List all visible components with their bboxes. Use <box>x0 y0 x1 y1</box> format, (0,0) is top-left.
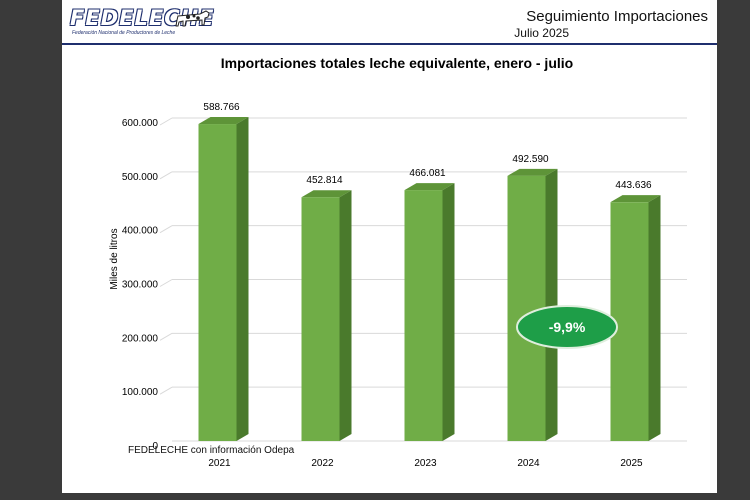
header-divider <box>62 43 717 45</box>
bar-side <box>648 195 661 441</box>
bars <box>198 117 661 441</box>
fedeleche-logo: FEDELECHE Federación Nacional de Product… <box>70 6 214 38</box>
y-tick-label: 400.000 <box>122 226 159 237</box>
y-tick-label: 500.000 <box>122 172 159 183</box>
gridline-depth <box>159 171 173 180</box>
x-tick-label: 2021 <box>208 458 231 469</box>
y-tick-label: 300.000 <box>122 280 159 291</box>
bar-front <box>301 197 340 441</box>
header-subtitle: Julio 2025 <box>514 26 569 40</box>
x-axis-ticks: 2021 2022 2023 2024 2025 <box>208 458 643 469</box>
y-tick-label: 0 <box>152 441 158 452</box>
bar-chart: Importaciones totales leche equivalente,… <box>109 55 687 469</box>
bar-2025 <box>610 195 661 441</box>
slide: FEDELECHE Federación Nacional de Product… <box>62 0 717 493</box>
bar-side <box>545 168 558 441</box>
gridline-depth <box>159 225 173 234</box>
value-label: 492.590 <box>512 154 549 165</box>
y-tick-label: 600.000 <box>122 118 159 129</box>
gridline-depth <box>159 279 173 287</box>
gridline-depth <box>159 117 173 126</box>
value-label: 443.636 <box>615 180 652 191</box>
bar-2022 <box>301 190 352 441</box>
gridline-depth <box>159 332 173 341</box>
bar-2023 <box>404 183 455 441</box>
change-callout-label: -9,9% <box>549 319 586 335</box>
bar-side <box>236 117 249 441</box>
chart-area: Importaciones totales leche equivalente,… <box>62 48 717 493</box>
cow-icon <box>175 10 210 27</box>
value-label: 452.814 <box>306 175 343 186</box>
bar-top <box>404 183 455 191</box>
gridline-depth <box>159 386 173 395</box>
chart-title: Importaciones totales leche equivalente,… <box>221 55 573 71</box>
value-label: 466.081 <box>409 168 446 179</box>
value-labels: 588.766 452.814 466.081 492.590 443.636 <box>203 102 652 191</box>
logo-subtitle: Federación Nacional de Productores de Le… <box>72 30 176 36</box>
bar-top <box>507 168 558 176</box>
x-tick-label: 2022 <box>311 458 334 469</box>
value-label: 588.766 <box>203 102 240 113</box>
header-title: Seguimiento Importaciones <box>526 8 708 25</box>
bar-front <box>507 175 546 441</box>
bar-front <box>404 190 443 441</box>
x-tick-label: 2024 <box>517 458 540 469</box>
y-tick-label: 100.000 <box>122 387 159 398</box>
bar-top <box>301 190 352 198</box>
y-tick-label: 200.000 <box>122 333 159 344</box>
bar-front <box>198 124 237 441</box>
bar-front <box>610 202 649 441</box>
y-axis-label: Miles de litros <box>109 228 120 289</box>
y-axis-ticks: 0 100.000 200.000 300.000 400.000 500.000 600.… <box>122 118 159 452</box>
x-tick-label: 2023 <box>414 458 437 469</box>
source-note: FEDELECHE con información Odepa <box>128 445 295 456</box>
x-tick-label: 2025 <box>620 458 643 469</box>
bar-top <box>198 117 249 125</box>
bar-side <box>339 190 352 441</box>
bar-2024 <box>507 168 558 441</box>
bar-top <box>610 195 661 203</box>
change-callout <box>516 305 618 349</box>
bar-2021 <box>198 117 249 441</box>
bar-side <box>442 183 455 441</box>
